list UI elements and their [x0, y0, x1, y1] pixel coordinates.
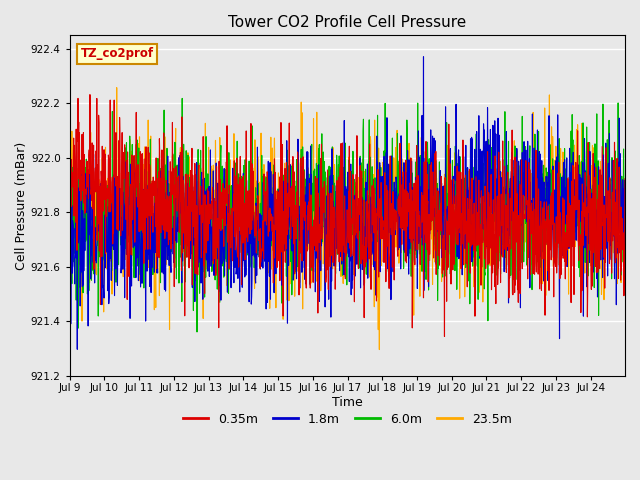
1.8m [420, 54, 428, 60]
Legend: 0.35m, 1.8m, 6.0m, 23.5m: 0.35m, 1.8m, 6.0m, 23.5m [178, 408, 516, 431]
23.5m [479, 299, 486, 305]
0.35m [153, 175, 161, 181]
0.35m [86, 92, 94, 97]
0.35m [323, 232, 330, 238]
6.0m [561, 216, 568, 221]
23.5m [376, 347, 383, 352]
Line: 1.8m: 1.8m [70, 57, 625, 349]
Title: Tower CO2 Profile Cell Pressure: Tower CO2 Profile Cell Pressure [228, 15, 467, 30]
0.35m [621, 176, 629, 181]
6.0m [614, 211, 622, 217]
23.5m [323, 183, 330, 189]
Line: 0.35m: 0.35m [70, 95, 625, 336]
23.5m [621, 231, 629, 237]
6.0m [621, 252, 629, 257]
1.8m [66, 208, 74, 214]
6.0m [479, 201, 486, 207]
23.5m [614, 264, 622, 270]
6.0m [323, 232, 331, 238]
1.8m [479, 227, 486, 232]
0.35m [440, 334, 448, 339]
Line: 23.5m: 23.5m [70, 88, 625, 349]
1.8m [561, 229, 568, 235]
23.5m [113, 85, 120, 91]
6.0m [333, 252, 341, 257]
0.35m [66, 132, 74, 137]
1.8m [323, 262, 330, 267]
Line: 6.0m: 6.0m [70, 98, 625, 332]
1.8m [614, 195, 622, 201]
Y-axis label: Cell Pressure (mBar): Cell Pressure (mBar) [15, 142, 28, 270]
23.5m [333, 204, 341, 210]
6.0m [179, 96, 186, 101]
0.35m [614, 276, 622, 281]
Text: TZ_co2prof: TZ_co2prof [81, 47, 154, 60]
23.5m [153, 180, 161, 185]
1.8m [153, 270, 161, 276]
23.5m [561, 192, 568, 197]
1.8m [333, 188, 341, 194]
1.8m [621, 186, 629, 192]
0.35m [479, 240, 486, 245]
0.35m [561, 197, 568, 203]
X-axis label: Time: Time [332, 396, 363, 408]
0.35m [333, 178, 341, 183]
6.0m [153, 202, 161, 208]
6.0m [193, 329, 201, 335]
23.5m [66, 230, 74, 236]
1.8m [74, 347, 81, 352]
6.0m [66, 266, 74, 272]
